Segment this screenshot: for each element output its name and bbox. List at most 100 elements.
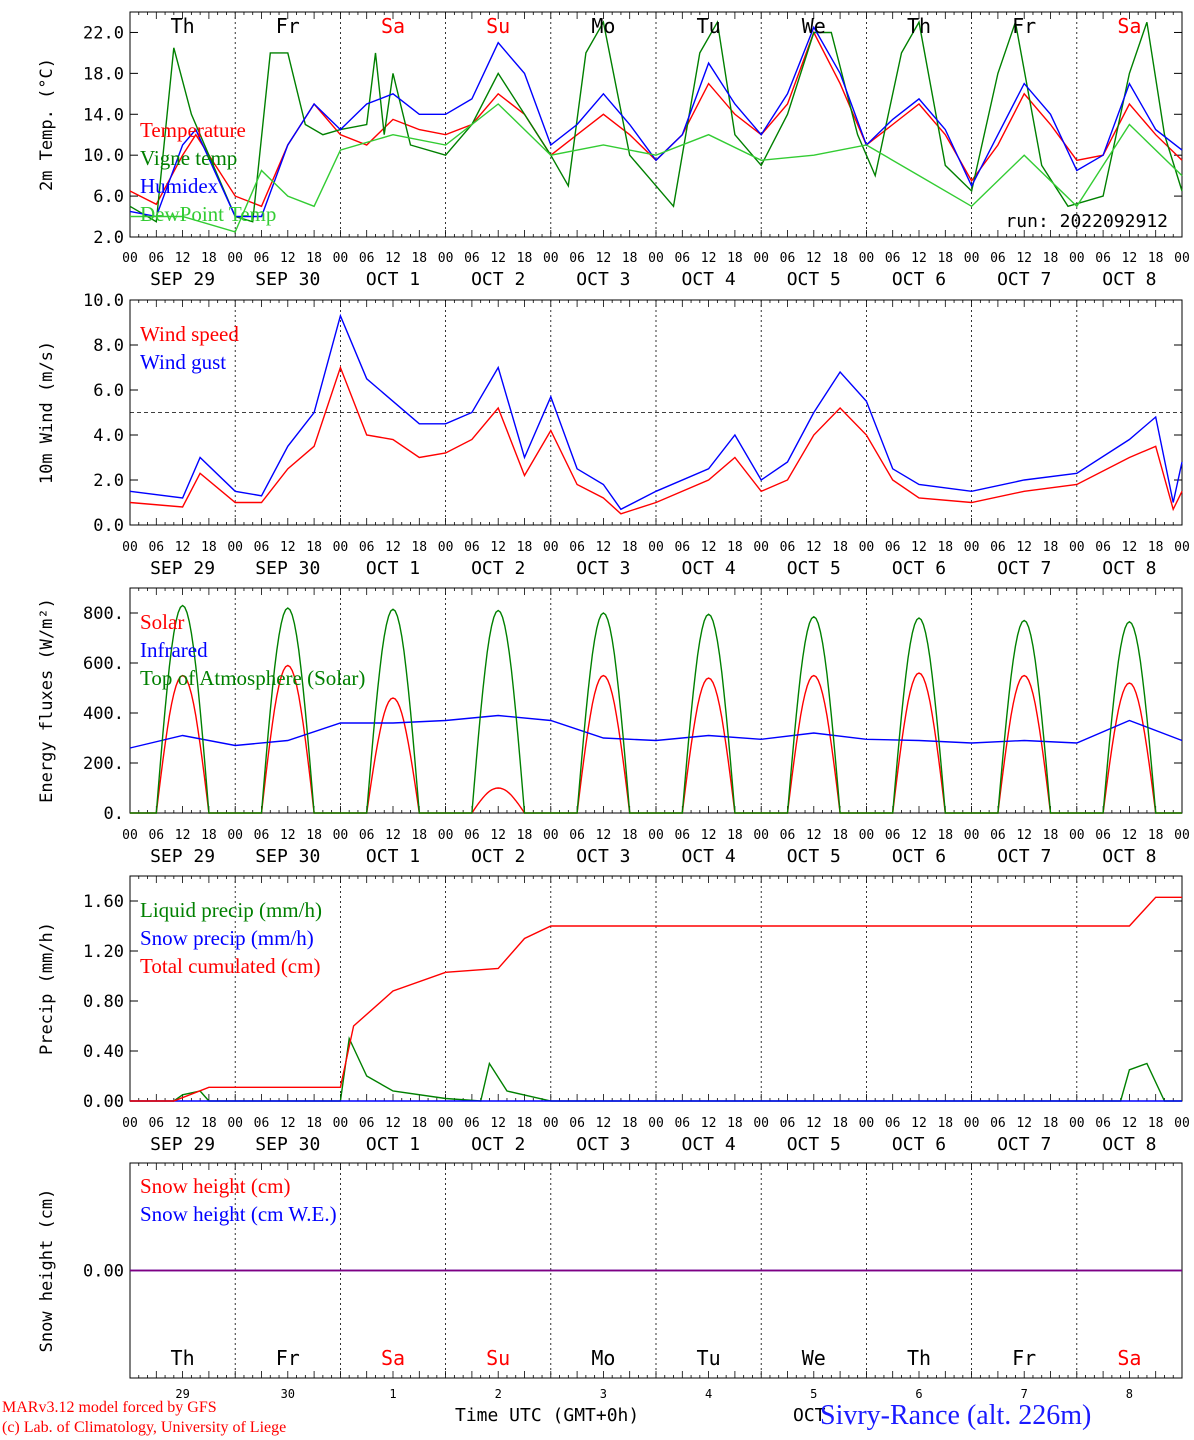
hour-tick-label: 00 [648, 1116, 664, 1131]
hour-tick-label: 00 [1174, 251, 1190, 266]
date-label: OCT 2 [471, 558, 525, 579]
y-tick-label: 10.0 [83, 291, 124, 311]
legend-entry: DewPoint Temp [140, 202, 276, 226]
date-label: OCT 6 [892, 1134, 946, 1155]
hour-tick-label: 00 [227, 1116, 243, 1131]
day-of-week-label: Th [907, 1346, 931, 1370]
date-label: OCT 7 [997, 1134, 1051, 1155]
day-of-week-label: Th [907, 14, 931, 38]
hour-tick-label: 18 [517, 540, 533, 555]
hour-tick-label: 00 [122, 251, 138, 266]
date-label: OCT 8 [1102, 846, 1156, 867]
date-label: OCT 1 [366, 1134, 420, 1155]
hour-tick-label: 18 [411, 828, 427, 843]
hour-tick-label: 18 [727, 828, 743, 843]
legend-entry: Wind gust [140, 350, 226, 374]
hour-tick-label: 06 [1095, 1116, 1111, 1131]
date-label: SEP 30 [255, 846, 320, 867]
legend-entry: Liquid precip (mm/h) [140, 898, 322, 922]
y-axis-label: Precip (mm/h) [37, 922, 57, 1055]
day-of-week-label: Fr [1012, 1346, 1036, 1370]
hour-tick-label: 06 [674, 251, 690, 266]
day-of-week-label: Th [171, 1346, 195, 1370]
hour-tick-label: 00 [648, 251, 664, 266]
hour-tick-label: 00 [753, 828, 769, 843]
hour-tick-label: 00 [438, 828, 454, 843]
hour-tick-label: 06 [780, 540, 796, 555]
hour-tick-label: 12 [701, 828, 717, 843]
date-label: SEP 29 [150, 1134, 215, 1155]
date-label: OCT 3 [576, 1134, 630, 1155]
y-tick-label: 600. [83, 654, 124, 674]
date-label: OCT 5 [787, 269, 841, 290]
hour-tick-label: 00 [543, 828, 559, 843]
station-label: Sivry-Rance (alt. 226m) [820, 1400, 1092, 1431]
date-label: OCT 6 [892, 846, 946, 867]
date-label: OCT 7 [997, 269, 1051, 290]
hour-tick-label: 00 [1174, 828, 1190, 843]
hour-tick-label: 00 [122, 540, 138, 555]
series-wind-gust [129, 313, 1183, 511]
legend-entry: Total cumulated (cm) [140, 954, 320, 978]
hour-tick-label: 06 [780, 251, 796, 266]
day-number-label: 4 [705, 1387, 712, 1401]
hour-tick-label: 00 [1069, 540, 1085, 555]
hour-tick-label: 06 [674, 540, 690, 555]
hour-tick-label: 12 [1016, 828, 1032, 843]
hour-tick-label: 06 [254, 1116, 270, 1131]
date-label: OCT 5 [787, 558, 841, 579]
hour-tick-label: 06 [674, 1116, 690, 1131]
model-credit-line1: MARv3.12 model forced by GFS [2, 1399, 217, 1416]
hour-tick-label: 12 [911, 251, 927, 266]
date-label: OCT 6 [892, 558, 946, 579]
y-axis-label: Snow height (cm) [37, 1189, 57, 1353]
hour-tick-label: 06 [148, 828, 164, 843]
hour-tick-label: 06 [254, 251, 270, 266]
hour-tick-label: 18 [1148, 1116, 1164, 1131]
hour-tick-label: 00 [333, 1116, 349, 1131]
hour-tick-label: 12 [385, 251, 401, 266]
date-label: OCT 1 [366, 846, 420, 867]
y-tick-label: 0.0 [93, 516, 124, 536]
series-wind-speed [129, 365, 1183, 515]
hour-tick-label: 18 [517, 251, 533, 266]
y-axis-label: Energy fluxes (W/m²) [37, 598, 57, 803]
hour-tick-label: 18 [306, 828, 322, 843]
hour-tick-label: 12 [806, 251, 822, 266]
hour-tick-label: 12 [1016, 540, 1032, 555]
day-of-week-label: Sa [381, 1346, 405, 1370]
series-humidex [129, 25, 1183, 218]
hour-tick-label: 00 [438, 540, 454, 555]
date-label: OCT 8 [1102, 269, 1156, 290]
y-tick-label: 200. [83, 754, 124, 774]
day-of-week-label: Th [171, 14, 195, 38]
hour-tick-label: 06 [254, 828, 270, 843]
hour-tick-label: 06 [254, 540, 270, 555]
hour-tick-label: 18 [306, 251, 322, 266]
hour-tick-label: 06 [569, 251, 585, 266]
hour-tick-label: 12 [1122, 828, 1138, 843]
hour-tick-label: 00 [859, 1116, 875, 1131]
hour-tick-label: 12 [490, 1116, 506, 1131]
y-tick-label: 14.0 [83, 105, 124, 125]
day-of-week-label: Sa [1117, 14, 1141, 38]
hour-tick-label: 06 [148, 251, 164, 266]
date-label: OCT 7 [997, 558, 1051, 579]
date-label: OCT 4 [682, 269, 736, 290]
day-of-week-label: Tu [697, 14, 721, 38]
date-label: OCT 2 [471, 269, 525, 290]
y-axis-label: 2m Temp. (°C) [37, 58, 57, 191]
hour-tick-label: 06 [464, 540, 480, 555]
hour-tick-label: 12 [490, 251, 506, 266]
hour-tick-label: 18 [1043, 828, 1059, 843]
hour-tick-label: 12 [175, 540, 191, 555]
hour-tick-label: 06 [990, 251, 1006, 266]
hour-tick-label: 18 [201, 828, 217, 843]
hour-tick-label: 06 [1095, 251, 1111, 266]
date-label: SEP 30 [255, 1134, 320, 1155]
date-label: OCT 2 [471, 1134, 525, 1155]
date-label: OCT 4 [682, 1134, 736, 1155]
date-label: SEP 30 [255, 558, 320, 579]
hour-tick-label: 00 [753, 1116, 769, 1131]
day-of-week-label: We [802, 1346, 826, 1370]
